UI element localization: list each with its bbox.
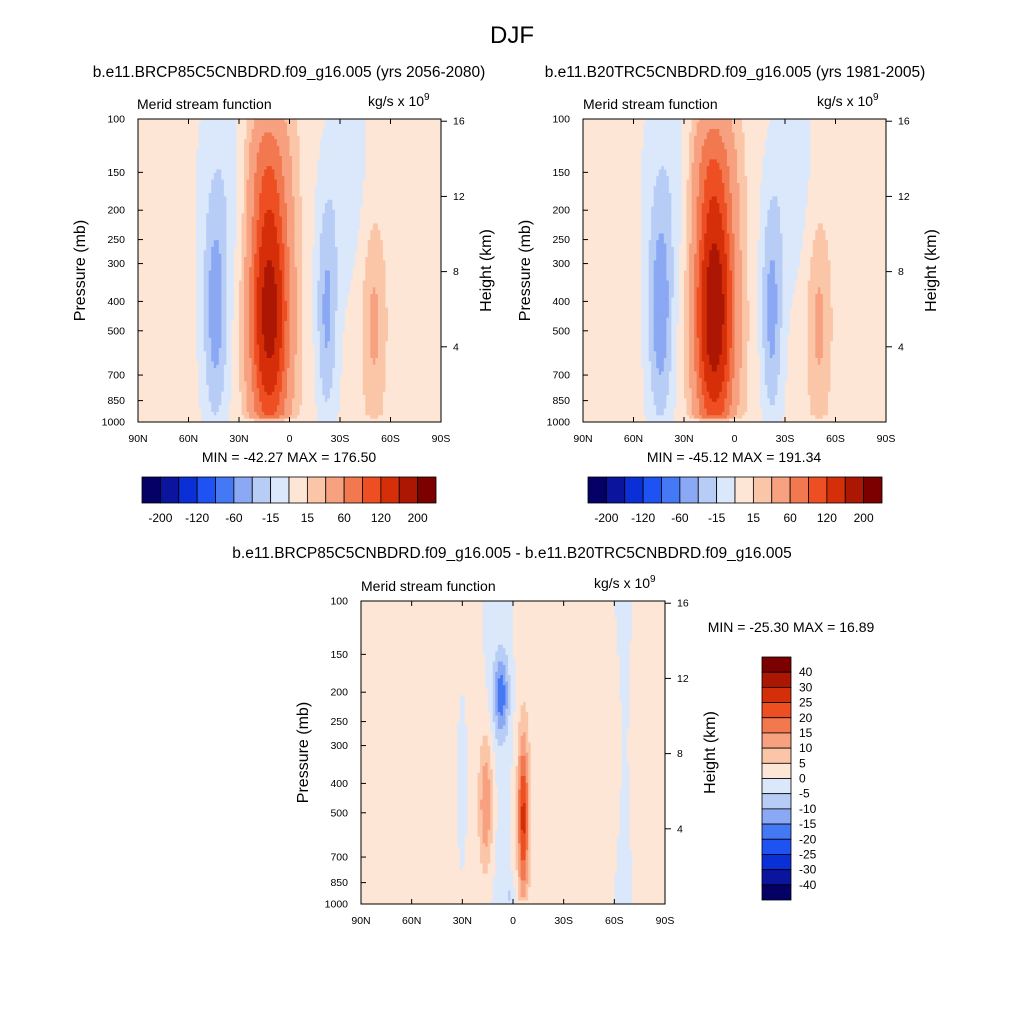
- panel-1-plot: 100150200250300400500700850100048121690N…: [72, 114, 495, 446]
- panel-1-title: b.e11.BRCP85C5CNBDRD.f09_g16.005 (yrs 20…: [93, 64, 486, 81]
- panel-1-units: kg/s x 109: [368, 92, 430, 109]
- panel-1-variable-label: Merid stream function: [137, 96, 272, 112]
- figure-title: DJF: [490, 22, 534, 49]
- panel-1: b.e11.BRCP85C5CNBDRD.f09_g16.005 (yrs 20…: [72, 64, 495, 525]
- panel-1-field: [138, 119, 442, 423]
